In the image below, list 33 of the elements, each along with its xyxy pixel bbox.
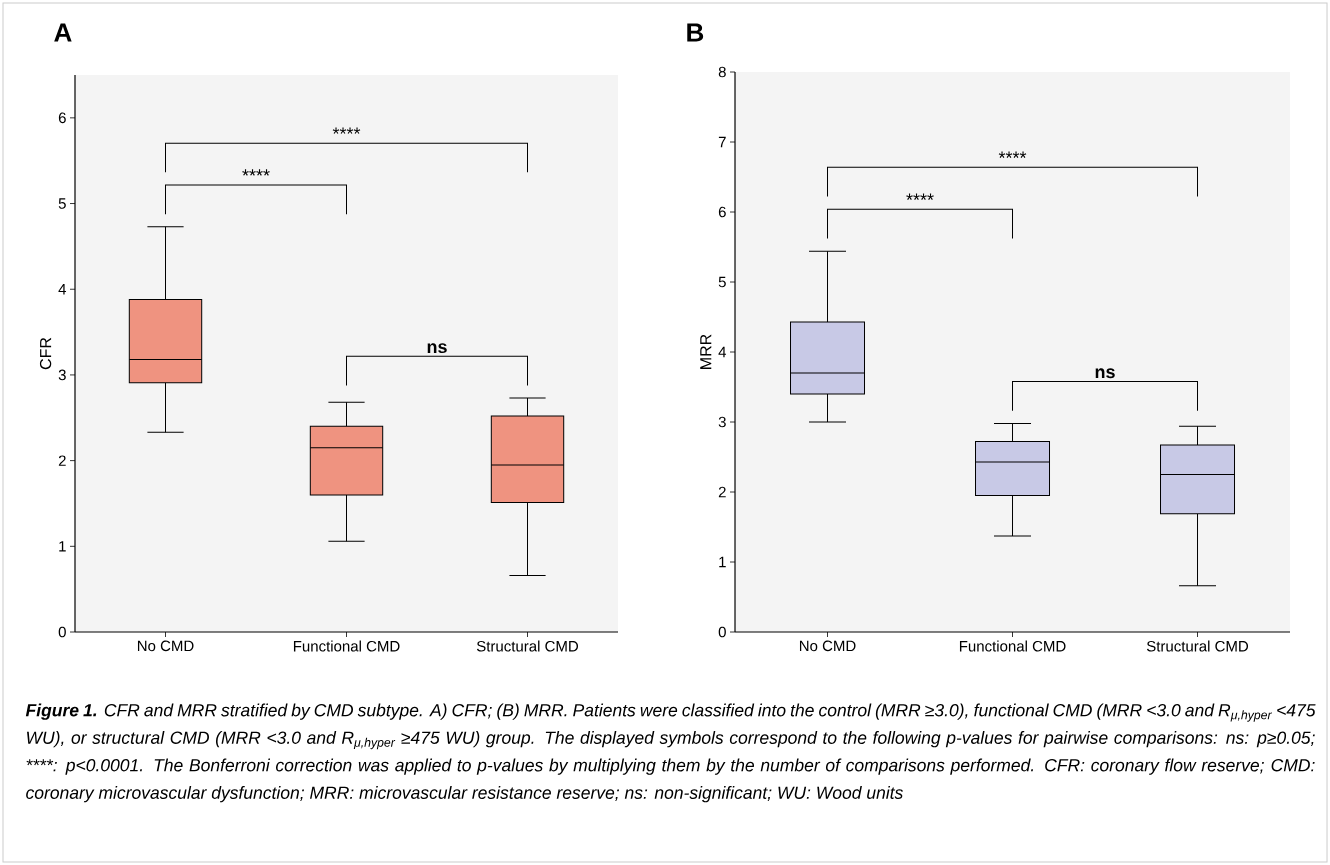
y-tick-label: 6	[58, 112, 66, 124]
y-tick-label: 4	[718, 346, 727, 358]
y-tick-label: 0	[718, 626, 726, 638]
y-tick-label: 1	[59, 541, 66, 552]
chart-title: A	[54, 23, 72, 42]
x-tick-label: Functional CMD	[293, 640, 400, 652]
chart-title: B	[687, 23, 704, 42]
y-axis-title: MRR	[700, 334, 712, 369]
annotation: ****	[242, 169, 270, 176]
annotation: ****	[998, 151, 1027, 158]
x-tick-label: No CMD	[799, 640, 856, 652]
annotation: ****	[332, 127, 361, 134]
x-tick-label: No CMD	[137, 640, 194, 652]
y-tick-label: 8	[718, 66, 726, 78]
y-tick-label: 3	[58, 369, 66, 381]
y-tick-label: 3	[718, 416, 726, 428]
annotation: ns	[1095, 368, 1115, 379]
annotation: ****	[906, 193, 934, 200]
text: Figure 1. CFR and MRR stratified by CMD subtype. A) CFR; (B) MRR. Patients were classified into the control (MRR ≥3.0), functional CMD (MRR <3.0 and R$_{μ,hyper}$ <475 WU), or structural CMD (MRR <3.0 and R$_{μ,hyper}$ ≥475 WU) group. The displayed symbols correspond to the following p-values for pairwise comparisons: ns: p≥0.05; ****: p<0.0001. The Bonferroni correction was applied to p-values by multiplying them by the number of comparisons performed. CFR: coronary flow reserve; CMD: coronary microvascular dysfunction; MRR: microvascular resistance reserve; ns: non-significant; WU: Wood units	[25, 703, 1316, 803]
y-tick-label: 4	[58, 284, 67, 295]
x-tick-label: Functional CMD	[959, 640, 1066, 652]
y-tick-label: 5	[718, 276, 726, 288]
y-tick-label: 1	[719, 556, 726, 568]
y-tick-label: 7	[718, 136, 726, 148]
annotation: ns	[427, 343, 447, 354]
x-tick-label: Structural CMD	[1146, 640, 1249, 652]
y-tick-label: 2	[718, 486, 726, 498]
x-tick-label: Structural CMD	[476, 640, 579, 652]
y-tick-label: 2	[58, 455, 66, 466]
y-tick-label: 0	[58, 626, 66, 638]
y-tick-label: 5	[58, 198, 66, 209]
y-tick-label: 6	[718, 206, 726, 218]
y-axis-title: CFR	[39, 337, 52, 370]
